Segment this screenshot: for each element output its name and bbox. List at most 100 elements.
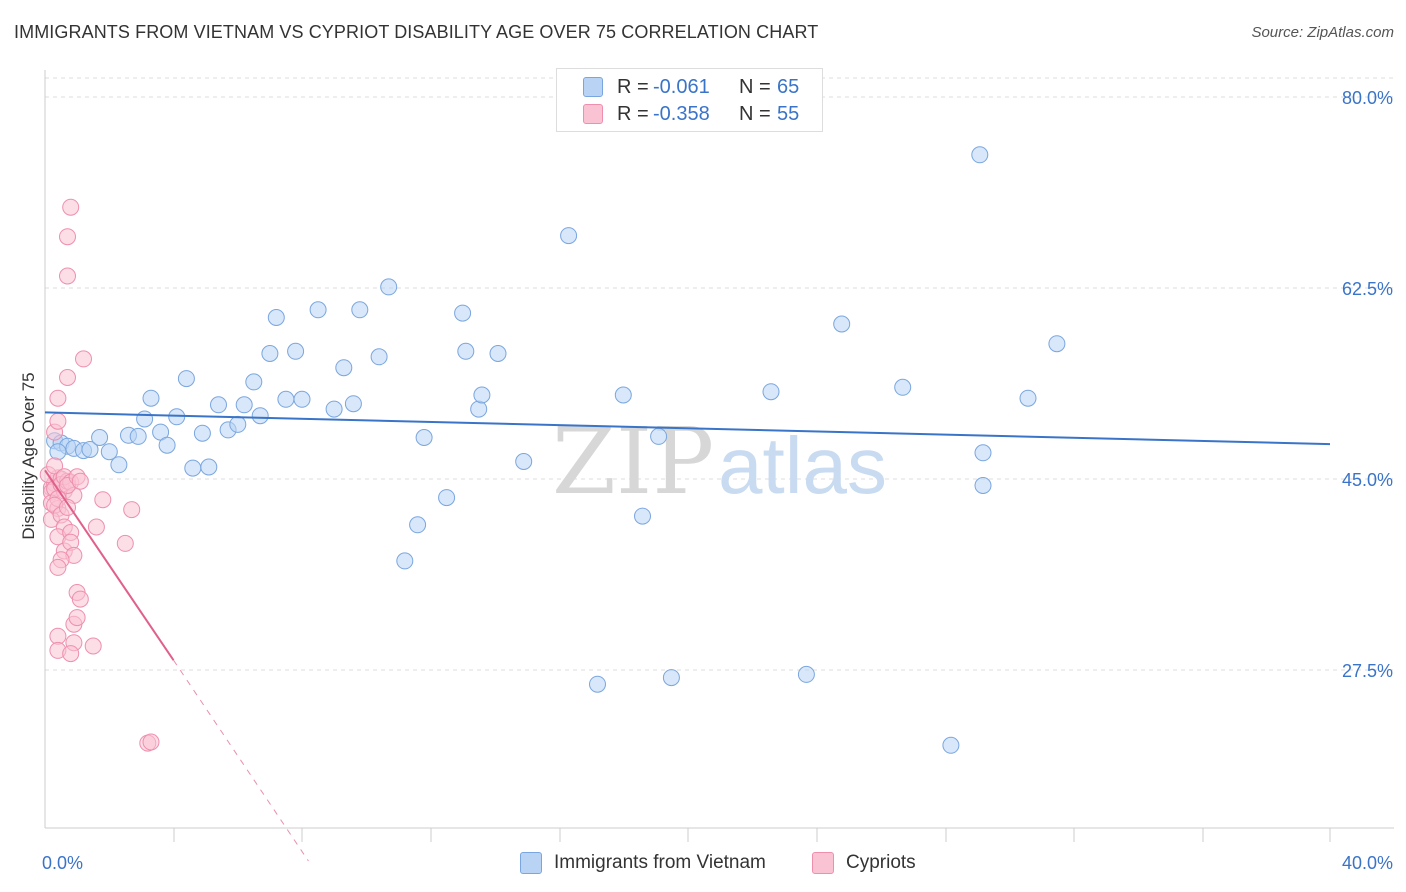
x-tick-labels: 0.0% 40.0% bbox=[42, 853, 1393, 873]
cypriot-point bbox=[123, 501, 141, 519]
watermark-zip: ZIP bbox=[552, 408, 714, 515]
vietnam-point bbox=[251, 407, 269, 425]
bottom-legend-swatch-cypriots bbox=[812, 852, 834, 874]
vietnam-point bbox=[129, 427, 147, 445]
series-vietnam-points bbox=[46, 146, 1066, 754]
y-axis-label: Disability Age Over 75 bbox=[19, 372, 38, 539]
y-tick-label: 62.5% bbox=[1342, 279, 1393, 299]
watermark: ZIP atlas bbox=[552, 408, 887, 515]
vietnam-point bbox=[974, 477, 992, 494]
vietnam-point bbox=[614, 386, 632, 404]
vietnam-point bbox=[894, 378, 912, 396]
cypriot-point bbox=[87, 518, 105, 536]
x-tick-label: 0.0% bbox=[42, 853, 83, 873]
legend-r-label: R = bbox=[617, 75, 649, 98]
vietnam-point bbox=[380, 278, 398, 296]
vietnam-point bbox=[335, 359, 353, 377]
cypriot-point bbox=[59, 228, 76, 246]
vietnam-point bbox=[158, 436, 176, 454]
cypriot-point bbox=[49, 558, 67, 576]
vietnam-point bbox=[974, 444, 992, 462]
bottom-legend-swatch-vietnam bbox=[520, 852, 542, 874]
vietnam-point bbox=[261, 345, 279, 362]
cypriot-point bbox=[59, 267, 76, 285]
vietnam-point bbox=[81, 441, 99, 458]
trend-line-vietnam bbox=[44, 411, 1331, 446]
vietnam-point bbox=[100, 443, 118, 461]
vietnam-point bbox=[634, 507, 651, 525]
vietnam-point bbox=[351, 301, 369, 319]
y-tick-labels: 80.0% 62.5% 45.0% 27.5% bbox=[1342, 88, 1393, 681]
vietnam-point bbox=[438, 489, 456, 507]
vietnam-point bbox=[797, 665, 815, 683]
cypriot-point bbox=[142, 733, 160, 751]
vietnam-point bbox=[473, 386, 491, 404]
vietnam-point bbox=[184, 459, 202, 477]
vietnam-point bbox=[235, 396, 253, 414]
cypriot-point bbox=[49, 389, 67, 407]
legend-n-value: 55 bbox=[777, 102, 800, 125]
cypriot-point bbox=[49, 627, 67, 645]
trend-line-cypriots-extension bbox=[173, 659, 309, 862]
vietnam-point bbox=[662, 669, 680, 687]
cypriot-point bbox=[59, 369, 76, 386]
vietnam-point bbox=[142, 389, 160, 407]
trend-lines bbox=[44, 411, 1331, 862]
cypriot-point bbox=[71, 590, 89, 608]
x-tick-marks bbox=[173, 828, 1331, 842]
cypriot-point bbox=[71, 472, 89, 490]
trend-line-cypriots bbox=[44, 469, 175, 661]
watermark-atlas: atlas bbox=[718, 421, 887, 510]
vietnam-point bbox=[309, 301, 327, 319]
vietnam-point bbox=[1019, 389, 1037, 407]
vietnam-point bbox=[971, 146, 989, 164]
vietnam-point bbox=[210, 396, 227, 414]
vietnam-point bbox=[396, 552, 414, 570]
legend-row-cypriots: R = -0.358 N = 55 bbox=[583, 102, 799, 126]
vietnam-point bbox=[136, 410, 154, 428]
vietnam-point bbox=[454, 304, 472, 322]
legend-row-vietnam: R = -0.061 N = 65 bbox=[583, 75, 799, 99]
vietnam-point bbox=[229, 415, 247, 433]
cypriot-point bbox=[68, 609, 86, 627]
cypriot-point bbox=[49, 412, 67, 430]
bottom-legend-label-cypriots: Cypriots bbox=[846, 852, 916, 873]
vietnam-point bbox=[515, 453, 533, 470]
vietnam-point bbox=[49, 443, 67, 461]
legend-r-value: -0.358 bbox=[653, 102, 710, 125]
vietnam-point bbox=[267, 309, 285, 326]
y-tick-label: 45.0% bbox=[1342, 470, 1393, 490]
vietnam-point bbox=[193, 424, 211, 442]
vietnam-point bbox=[560, 227, 578, 245]
legend-n-label: N = bbox=[739, 75, 771, 98]
y-tick-label: 80.0% bbox=[1342, 88, 1393, 108]
legend-r-value: -0.061 bbox=[653, 75, 710, 98]
cypriot-point bbox=[46, 457, 64, 475]
bottom-legend-label-vietnam: Immigrants from Vietnam bbox=[554, 852, 766, 873]
source-label: Source: ZipAtlas.com bbox=[1251, 24, 1394, 41]
legend-swatch-cypriots bbox=[583, 104, 603, 124]
cypriot-point bbox=[59, 498, 76, 516]
vietnam-point bbox=[1048, 335, 1066, 353]
vietnam-point bbox=[245, 373, 263, 391]
cypriot-point bbox=[62, 198, 80, 216]
vietnam-point bbox=[833, 315, 851, 333]
axes bbox=[44, 70, 1394, 829]
vietnam-point bbox=[470, 400, 488, 418]
vietnam-point bbox=[942, 736, 960, 754]
series-cypriots-points bbox=[39, 198, 160, 752]
vietnam-point bbox=[409, 516, 427, 534]
vietnam-point bbox=[489, 345, 507, 362]
vietnam-point bbox=[325, 400, 343, 418]
vietnam-point bbox=[277, 390, 295, 408]
legend-swatch-vietnam bbox=[583, 77, 603, 97]
bottom-legend-vietnam: Immigrants from Vietnam bbox=[520, 852, 766, 874]
x-tick-label: 40.0% bbox=[1342, 853, 1393, 873]
cypriot-point bbox=[116, 534, 134, 552]
legend-r-label: R = bbox=[617, 102, 649, 125]
vietnam-point bbox=[287, 342, 305, 360]
correlation-legend: R = -0.061 N = 65 R = -0.358 N = 55 bbox=[556, 68, 823, 132]
bottom-legend-cypriots: Cypriots bbox=[812, 852, 916, 874]
cypriot-point bbox=[84, 637, 102, 655]
